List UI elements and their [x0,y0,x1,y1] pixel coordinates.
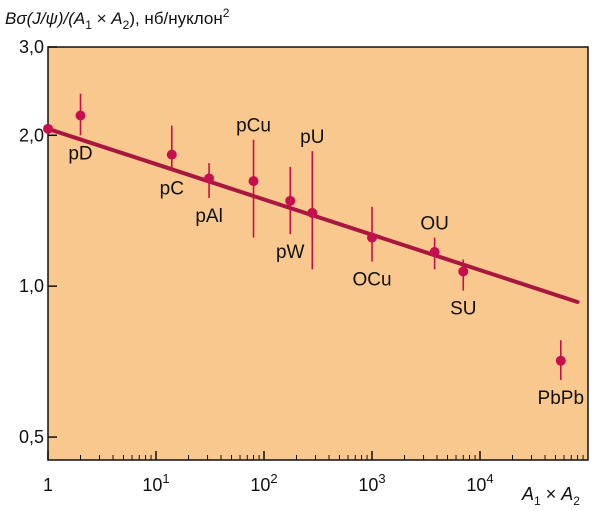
x-tick-label-exponent: 4 [486,471,493,486]
y-tick-label: 3,0 [19,37,44,57]
point-label: pC [160,179,184,200]
x-tick-label-exponent: 1 [162,471,169,486]
data-point [166,149,177,160]
y-axis-title-part: × [92,9,111,28]
x-axis: 1 101 102 103 104 [43,451,584,495]
data-point [75,110,86,121]
y-axis-title-part: 2 [123,18,130,32]
x-tick-label: 102 [250,471,277,495]
x-tick-label-base: 10 [358,475,378,495]
x-axis-title-part: A [560,484,573,504]
data-point [367,232,377,243]
y-axis-title-part: A [73,9,85,28]
point-label: pCu [236,116,271,137]
y-tick-label: 0,5 [19,427,44,447]
y-tick-label: 2,0 [19,125,44,145]
data-point [429,246,440,257]
data-point [555,355,566,366]
x-axis-title-part: × [541,484,562,504]
y-axis-title-part: ), нб/нуклон [129,9,222,28]
y-axis-title-part: Bσ(J/ψ)/( [5,9,76,28]
point-label: pU [300,127,324,148]
point-label: pW [276,242,305,263]
data-point [43,123,53,134]
x-axis-title: A1 × A2 [521,484,580,508]
data-point [307,207,318,218]
data-point [285,195,296,206]
x-tick-label-base: 10 [250,475,270,495]
x-tick-label-exponent: 3 [378,471,385,486]
x-axis-title-part: 1 [534,494,541,508]
data-point [458,266,469,277]
y-axis-title-part: 2 [223,6,230,20]
y-axis-title-part: A [110,9,122,28]
point-label: PbPb [538,388,584,409]
data-point [204,173,215,184]
data-point [248,176,259,187]
x-axis-title-part: 2 [573,494,580,508]
y-axis-title-part: 1 [85,18,92,32]
x-tick-label: 101 [142,471,169,495]
x-axis-title-part: A [521,484,534,504]
x-tick-label: 1 [43,475,53,495]
x-tick-label-base: 10 [466,475,486,495]
plot-area [47,46,589,461]
data-points: pD pC pAl pCu pW pU OCu OU SU PbPb [43,93,584,409]
y-tick-label: 1,0 [19,276,44,296]
x-tick-label-exponent: 2 [270,471,277,486]
x-tick-label-base: 1 [43,475,53,495]
point-label: OCu [352,269,391,290]
point-label: OU [420,214,449,235]
point-label: pD [68,143,92,164]
point-label: SU [450,299,476,320]
x-tick-label: 104 [466,471,493,495]
x-tick-label: 103 [358,471,385,495]
point-label: pAl [195,206,222,227]
x-tick-label-base: 10 [142,475,162,495]
y-axis: 3,0 2,0 1,0 0,5 [19,37,57,447]
y-axis-title: Bσ(J/ψ)/(A1 × A2), нб/нуклон2 [5,6,230,32]
